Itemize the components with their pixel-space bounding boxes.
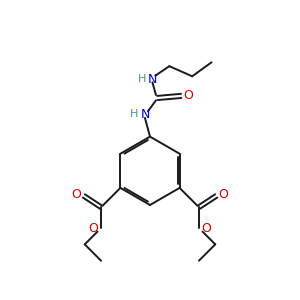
Text: H: H — [130, 109, 138, 119]
Text: H: H — [137, 74, 146, 84]
Text: O: O — [71, 188, 81, 201]
Text: N: N — [140, 108, 150, 122]
Text: O: O — [184, 89, 194, 102]
Text: O: O — [219, 188, 229, 201]
Text: N: N — [148, 73, 157, 86]
Text: O: O — [201, 221, 211, 235]
Text: O: O — [89, 221, 99, 235]
